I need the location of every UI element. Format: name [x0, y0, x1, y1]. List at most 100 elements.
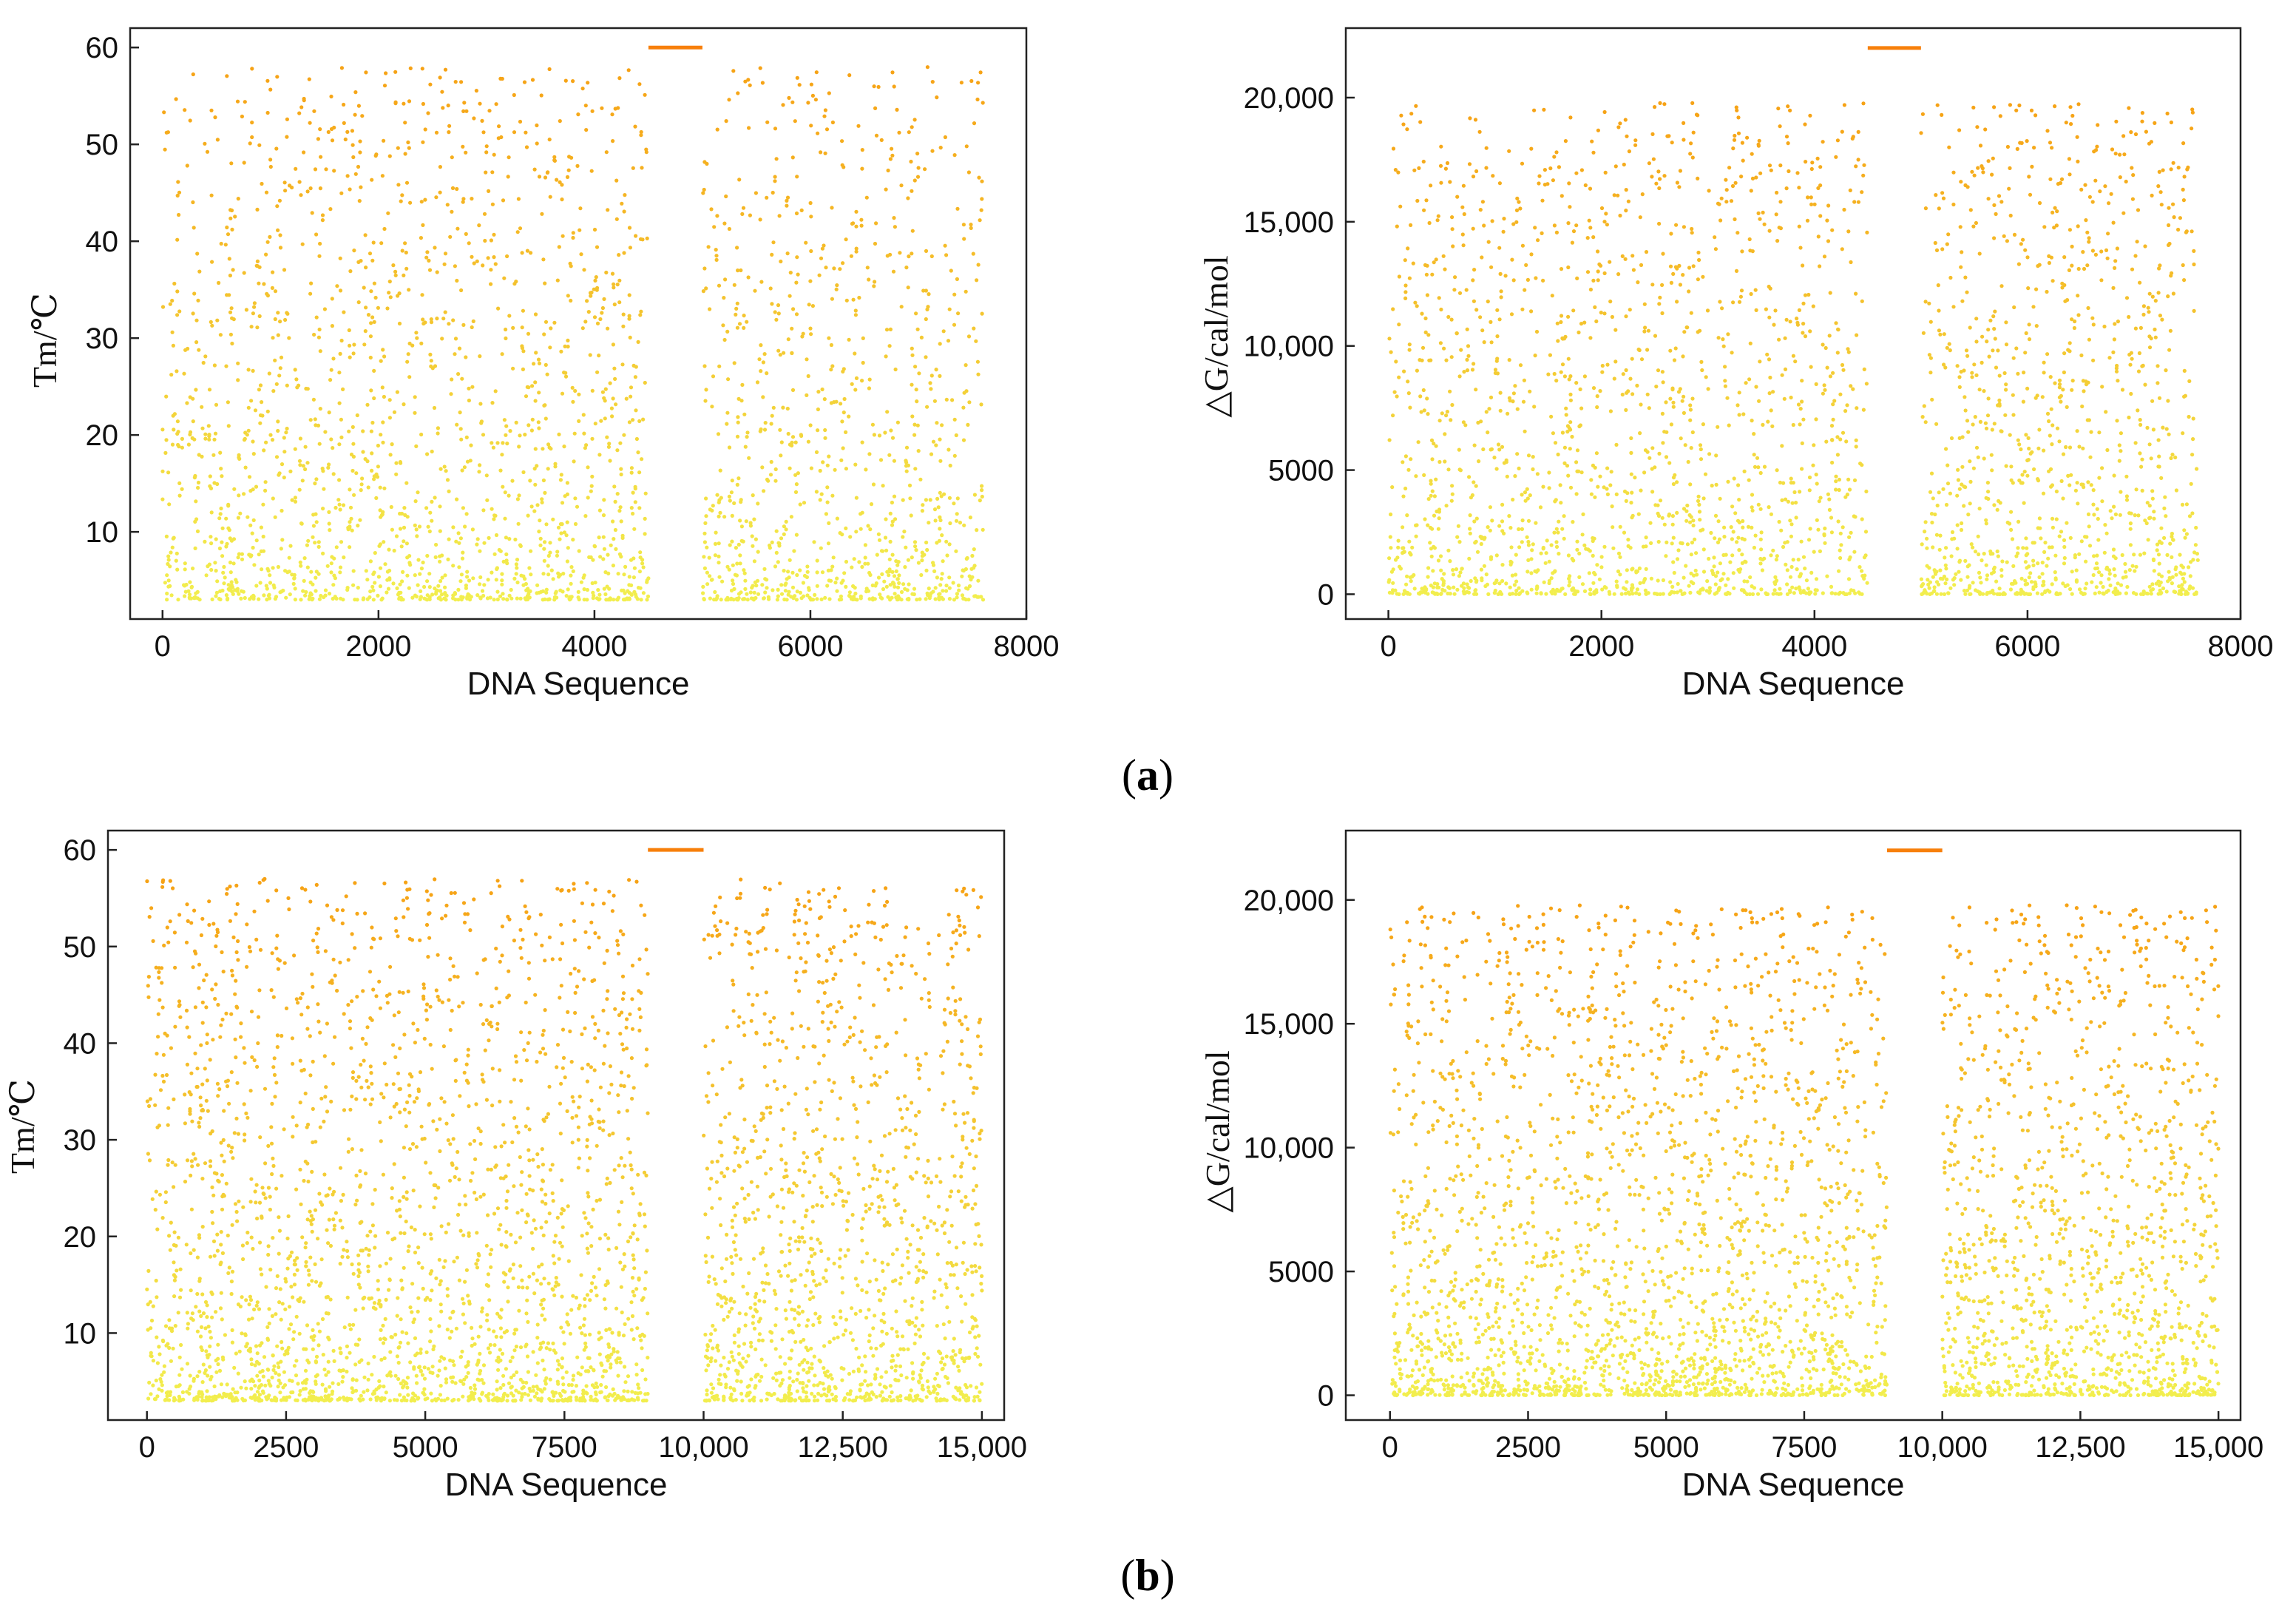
data-point	[813, 592, 817, 598]
data-point	[438, 579, 443, 584]
data-point	[1996, 348, 2000, 353]
data-point	[1840, 525, 1845, 530]
data-point	[285, 117, 289, 121]
data-point	[2068, 349, 2072, 354]
data-point	[1728, 560, 1733, 564]
data-point	[944, 584, 949, 588]
data-point	[895, 585, 901, 589]
data-point	[745, 592, 749, 596]
data-point	[462, 465, 467, 470]
data-point	[1566, 314, 1571, 319]
data-point	[916, 166, 921, 170]
data-point	[1520, 307, 1525, 311]
data-point	[981, 101, 985, 105]
data-point	[1682, 394, 1686, 399]
data-point	[318, 186, 322, 191]
data-point	[1660, 283, 1665, 287]
data-point	[413, 573, 417, 578]
data-point	[164, 534, 169, 539]
data-point	[481, 263, 485, 268]
data-point	[244, 308, 248, 312]
data-point	[904, 266, 909, 270]
data-point	[2128, 527, 2133, 531]
data-point	[1490, 219, 1494, 223]
data-point	[1618, 213, 1622, 218]
data-point	[160, 469, 165, 473]
data-point	[959, 81, 964, 85]
data-point	[219, 467, 223, 471]
data-point	[976, 372, 981, 376]
data-point	[396, 183, 401, 187]
data-point	[236, 516, 240, 520]
data-point	[1837, 487, 1841, 493]
data-point	[621, 312, 626, 317]
data-point	[2050, 442, 2054, 447]
data-point	[790, 585, 796, 589]
data-point	[518, 226, 523, 231]
data-point	[280, 538, 285, 542]
data-point	[1713, 536, 1717, 541]
data-point	[362, 342, 367, 347]
data-point	[521, 583, 526, 587]
data-point	[1664, 554, 1668, 558]
data-point	[451, 564, 456, 568]
data-point	[330, 138, 335, 143]
data-point	[1562, 374, 1567, 379]
data-point	[1965, 575, 1970, 579]
data-point	[592, 544, 597, 549]
data-point	[727, 567, 731, 572]
data-point	[1923, 300, 1928, 304]
data-point	[1798, 407, 1803, 411]
data-point	[257, 143, 262, 147]
data-point	[795, 175, 799, 179]
data-point	[1798, 246, 1803, 250]
data-point	[1741, 518, 1745, 524]
data-point	[791, 307, 796, 311]
data-point	[428, 510, 433, 515]
data-point	[1968, 479, 1973, 484]
data-point	[160, 305, 166, 309]
data-point	[1926, 582, 1931, 587]
data-point	[251, 439, 255, 444]
data-point	[1971, 466, 1976, 470]
data-point	[879, 138, 884, 142]
data-point	[2095, 553, 2099, 558]
data-point	[755, 380, 760, 385]
data-point	[1688, 418, 1693, 422]
data-point	[975, 528, 979, 533]
data-point	[182, 371, 186, 376]
data-point	[2138, 422, 2143, 427]
data-point	[1965, 588, 1969, 593]
data-point	[1735, 403, 1740, 408]
data-point	[2011, 413, 2016, 417]
data-point	[913, 544, 918, 549]
data-point	[1823, 345, 1828, 351]
data-point	[2016, 551, 2020, 555]
data-point	[915, 152, 920, 156]
data-point	[373, 551, 377, 555]
data-point	[1923, 206, 1928, 211]
data-point	[1395, 592, 1399, 596]
data-point	[1681, 273, 1685, 277]
data-point	[2184, 502, 2189, 507]
data-point	[593, 581, 597, 585]
data-point	[1593, 465, 1597, 470]
data-point	[391, 263, 396, 268]
data-point	[1936, 582, 1941, 587]
data-point	[2016, 371, 2020, 376]
data-point	[1447, 586, 1452, 590]
data-point	[397, 291, 402, 296]
data-point	[765, 195, 769, 200]
data-point	[739, 524, 745, 529]
data-point	[1449, 317, 1454, 322]
data-point	[2035, 591, 2039, 595]
data-point	[701, 289, 706, 294]
data-point	[189, 584, 194, 589]
data-point	[1464, 288, 1469, 292]
data-point	[492, 255, 496, 260]
data-point	[856, 124, 861, 128]
data-point	[2036, 264, 2040, 268]
data-point	[1575, 589, 1580, 594]
data-point	[395, 586, 399, 591]
data-point	[1567, 377, 1571, 382]
